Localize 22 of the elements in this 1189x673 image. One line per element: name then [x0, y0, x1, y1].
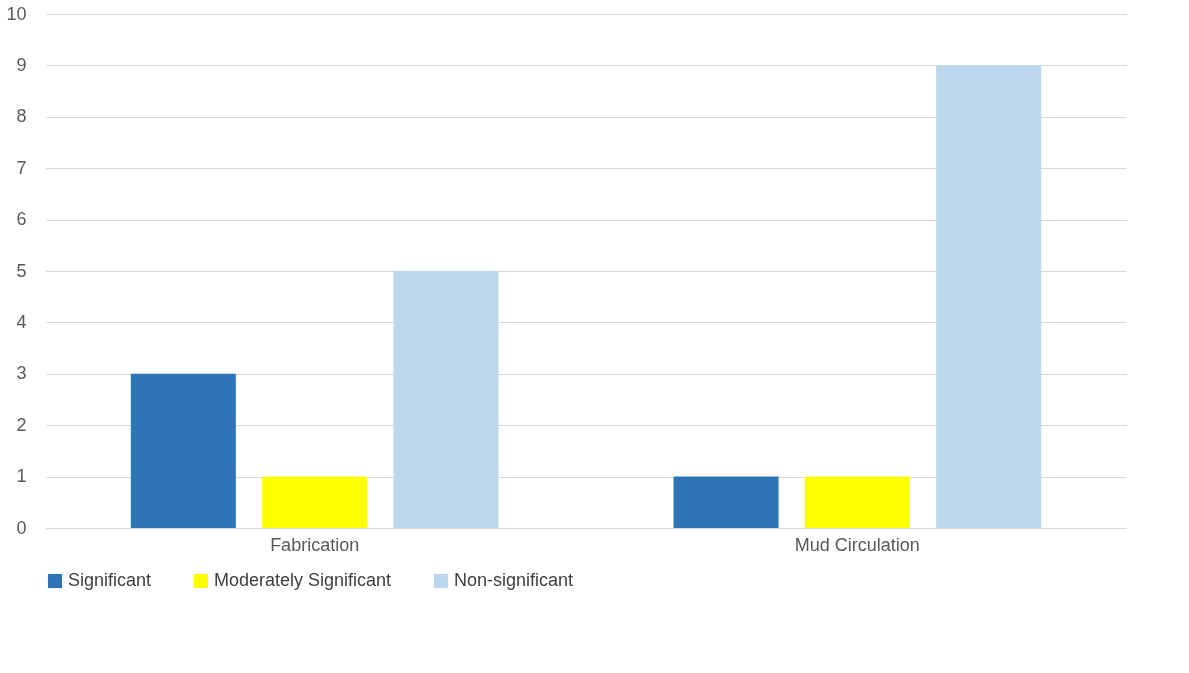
legend-label: Significant: [68, 570, 152, 590]
bar: [393, 271, 499, 528]
y-tick-label: 2: [16, 414, 27, 435]
bar: [936, 65, 1042, 528]
y-tick-label: 9: [16, 54, 27, 75]
x-tick-label: Fabrication: [270, 534, 360, 555]
y-tick-label: 1: [16, 466, 27, 487]
y-tick-label: 7: [16, 157, 27, 178]
legend-label: Moderately Significant: [214, 570, 392, 590]
x-tick-label: Mud Circulation: [794, 534, 920, 555]
bar: [130, 373, 236, 528]
bar: [804, 476, 910, 528]
y-tick-label: 4: [16, 311, 27, 332]
bar: [673, 476, 779, 528]
y-tick-label: 10: [6, 3, 27, 24]
legend-label: Non-significant: [454, 570, 574, 590]
y-tick-label: 5: [16, 260, 27, 281]
bar: [262, 476, 368, 528]
y-tick-label: 8: [16, 106, 27, 127]
y-tick-label: 0: [16, 517, 27, 538]
y-tick-label: 6: [16, 209, 27, 230]
y-tick-label: 3: [16, 363, 27, 384]
